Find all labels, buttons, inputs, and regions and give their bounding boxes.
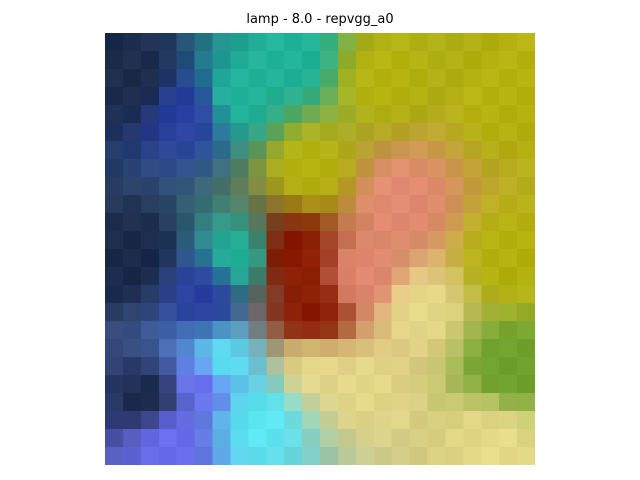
- figure-title: lamp - 8.0 - repvgg_a0: [246, 12, 394, 27]
- heatmap-canvas: [105, 33, 535, 465]
- saliency-image: [105, 33, 535, 465]
